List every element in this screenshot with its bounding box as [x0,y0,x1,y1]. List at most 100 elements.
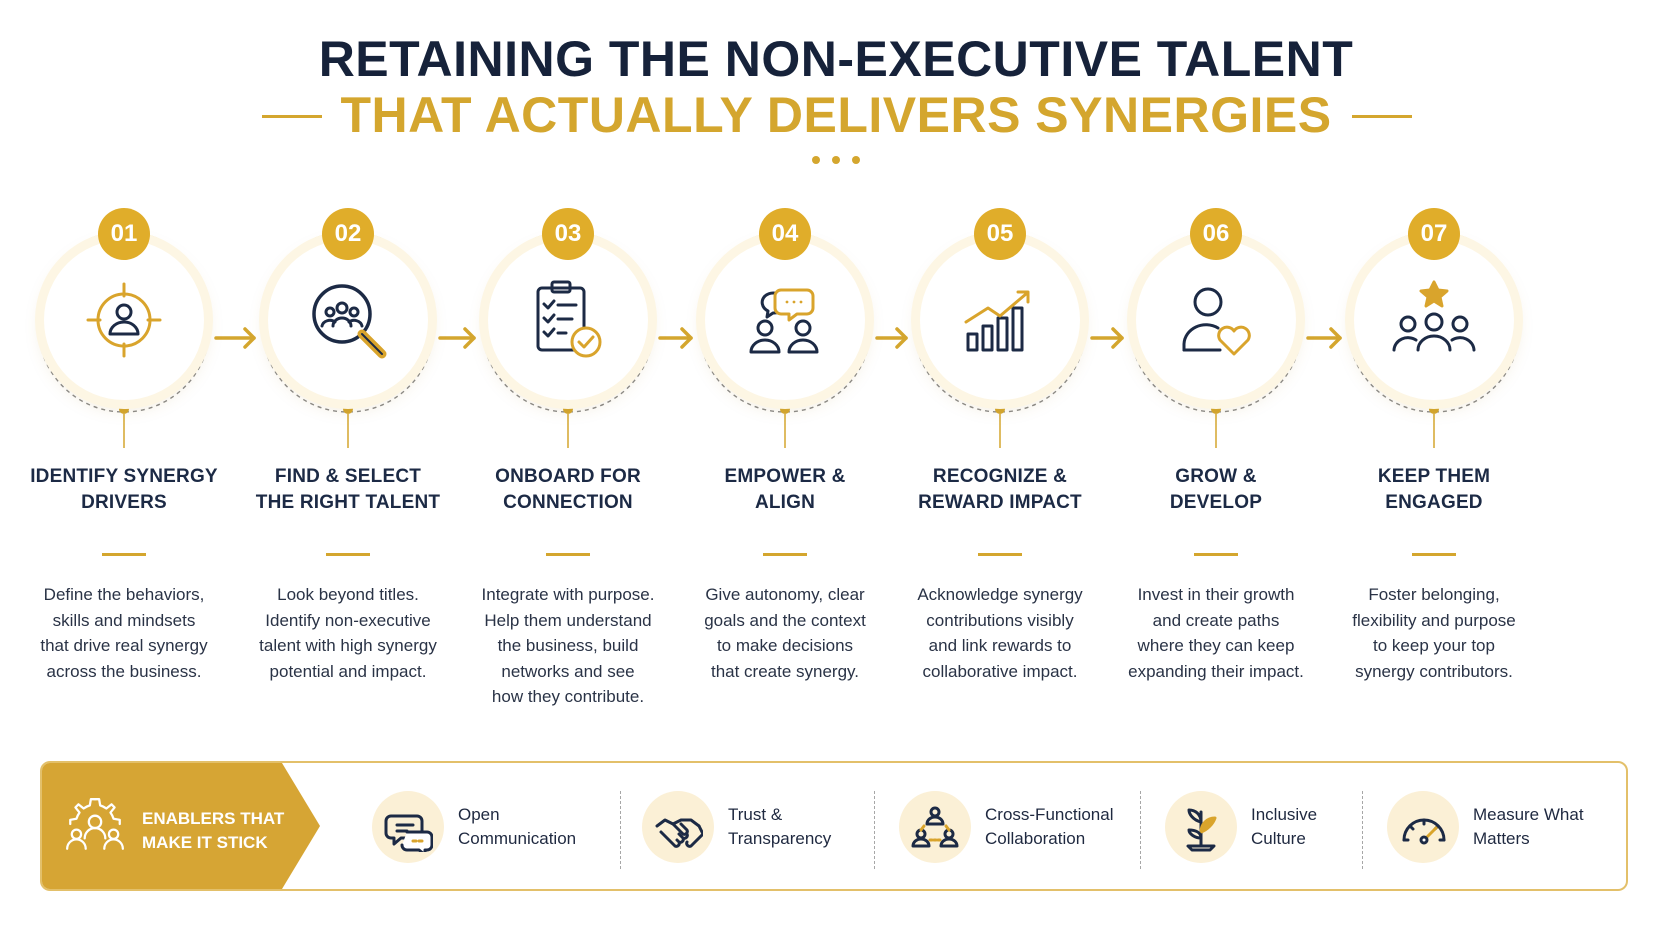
enabler-label-line: Measure What [1473,805,1584,824]
plant-growth-icon [1186,808,1217,852]
step-title-line: EMPOWER & [724,466,846,487]
step-description: Define the behaviors, skills and mindsets… [0,582,248,684]
step-title-line: THE RIGHT TALENT [255,492,441,513]
people-chat-icon [749,288,819,354]
step-title-line: FIND & SELECT [274,466,422,487]
network-people-icon [911,806,959,848]
step-desc-line: that drive real synergy [40,636,208,655]
step-desc-line: contributions visibly [926,610,1074,630]
step-number-badge: 06 [1190,208,1242,260]
step-title-rule [1194,553,1238,556]
step-pin-dot [1429,404,1439,414]
step-pin-dot [1211,404,1221,414]
step-description: Foster belonging, flexibility and purpose… [1310,582,1558,684]
step-title-rule [763,553,807,556]
step-desc-line: where they can keep [1137,636,1295,655]
step-icon-circle [920,240,1080,400]
step-icon-circle [44,240,204,400]
enabler-label: Cross-Functional Collaboration [985,803,1114,851]
step-desc-line: Identify non-executive [265,610,431,630]
enabler-icon-circle [372,791,444,863]
gauge-icon [1402,818,1446,845]
step-arrow-head [680,327,693,349]
step-card: 04 EMPOWER & ALIGN Give autonomy, clear go… [661,200,901,720]
step-card: 05 RECOGNIZE & REWARD IMPACT Acknowledge … [876,200,1116,720]
step-title-line: ONBOARD FOR [495,466,641,487]
step-desc-line: goals and the context [704,610,866,630]
person-heart-icon [1182,287,1251,356]
enabler-separator [1362,791,1363,869]
enabler-separator [620,791,621,869]
step-title-line: IDENTIFY SYNERGY [30,466,218,487]
step-arrow-head [243,327,256,349]
magnifier-people-icon [312,284,387,359]
step-title-line: CONNECTION [503,492,633,513]
enabler-label-line: Collaboration [985,829,1086,848]
step-title: FIND & SELECT THE RIGHT TALENT [224,464,472,516]
chat-bubbles-icon [384,814,433,852]
step-title-line: ALIGN [754,492,816,513]
title-rule-left [262,115,322,118]
step-arrow-head [463,327,476,349]
enabler-label-line: Cross-Functional [985,805,1114,824]
step-desc-line: Foster belonging, [1368,585,1500,604]
step-desc-line: Help them understand [484,610,652,630]
step-title: RECOGNIZE & REWARD IMPACT [876,464,1124,516]
step-desc-line: Acknowledge synergy [917,585,1083,604]
enabler-label-line: Inclusive [1251,805,1318,824]
step-desc-line: Invest in their growth [1137,585,1295,604]
enabler-label: Open Communication [458,803,576,851]
enabler-separator [874,791,875,869]
step-desc-line: collaborative impact. [922,661,1078,681]
handshake-icon [655,818,703,848]
enabler-label: Measure What Matters [1473,803,1584,851]
enablers-heading-line: ENABLERS THAT [142,809,285,828]
step-title-rule [102,553,146,556]
enabler-label-line: Communication [458,829,577,848]
enabler-label-line: Open [458,805,500,824]
step-desc-line: to keep your top [1373,636,1495,655]
growth-chart-icon [964,290,1030,352]
step-desc-line: expanding their impact. [1128,661,1304,681]
page-title: RETAINING THE NON-EXECUTIVE TALENT [318,31,1354,87]
step-desc-line: the business, build [497,636,639,655]
step-description: Integrate with purpose. Help them underst… [444,582,692,710]
step-card: 02 FIND & SELECT THE RIGHT TALENT Look be… [224,200,464,720]
step-pin-dot [119,404,129,414]
step-desc-line: that create synergy. [710,661,860,681]
step-icon-circle [268,240,428,400]
enabler-icon-circle [1387,791,1459,863]
step-card: 01 IDENTIFY SYNERGY DRIVERS Define the be… [0,200,240,720]
enabler-label-line: Matters [1473,829,1530,848]
step-title-line: DRIVERS [81,492,167,513]
step-title-rule [978,553,1022,556]
step-arrow-head [1329,327,1342,349]
step-number-badge: 02 [322,208,374,260]
step-title: KEEP THEM ENGAGED [1310,464,1558,516]
step-title-rule [326,553,370,556]
clipboard-check-icon [536,280,602,358]
step-desc-line: Define the behaviors, [43,585,205,604]
enablers-heading-line: MAKE IT STICK [142,833,268,852]
step-title: EMPOWER & ALIGN [661,464,909,516]
step-title-line: GROW & [1175,466,1257,487]
enabler-icon-circle [1165,791,1237,863]
enablers-heading: ENABLERS THAT MAKE IT STICK [142,807,284,855]
step-icon-circle [1136,240,1296,400]
step-title: IDENTIFY SYNERGY DRIVERS [0,464,248,516]
step-number-badge: 07 [1408,208,1460,260]
step-desc-line: Look beyond titles. [277,585,419,604]
step-number-badge: 03 [542,208,594,260]
step-pin-dot [563,404,573,414]
enabler-label: Trust & Transparency [728,803,831,851]
title-dots [812,156,860,164]
step-title-rule [546,553,590,556]
step-card: 07 KEEP THEM ENGAGED Foster belonging, fle… [1310,200,1550,720]
step-pin-dot [780,404,790,414]
step-title-line: KEEP THEM [1377,466,1491,487]
step-description: Look beyond titles. Identify non-executiv… [224,582,472,684]
target-person-icon [86,282,162,358]
step-desc-line: networks and see [501,661,635,681]
step-icon-circle [705,240,865,400]
step-desc-line: how they contribute. [491,687,645,706]
